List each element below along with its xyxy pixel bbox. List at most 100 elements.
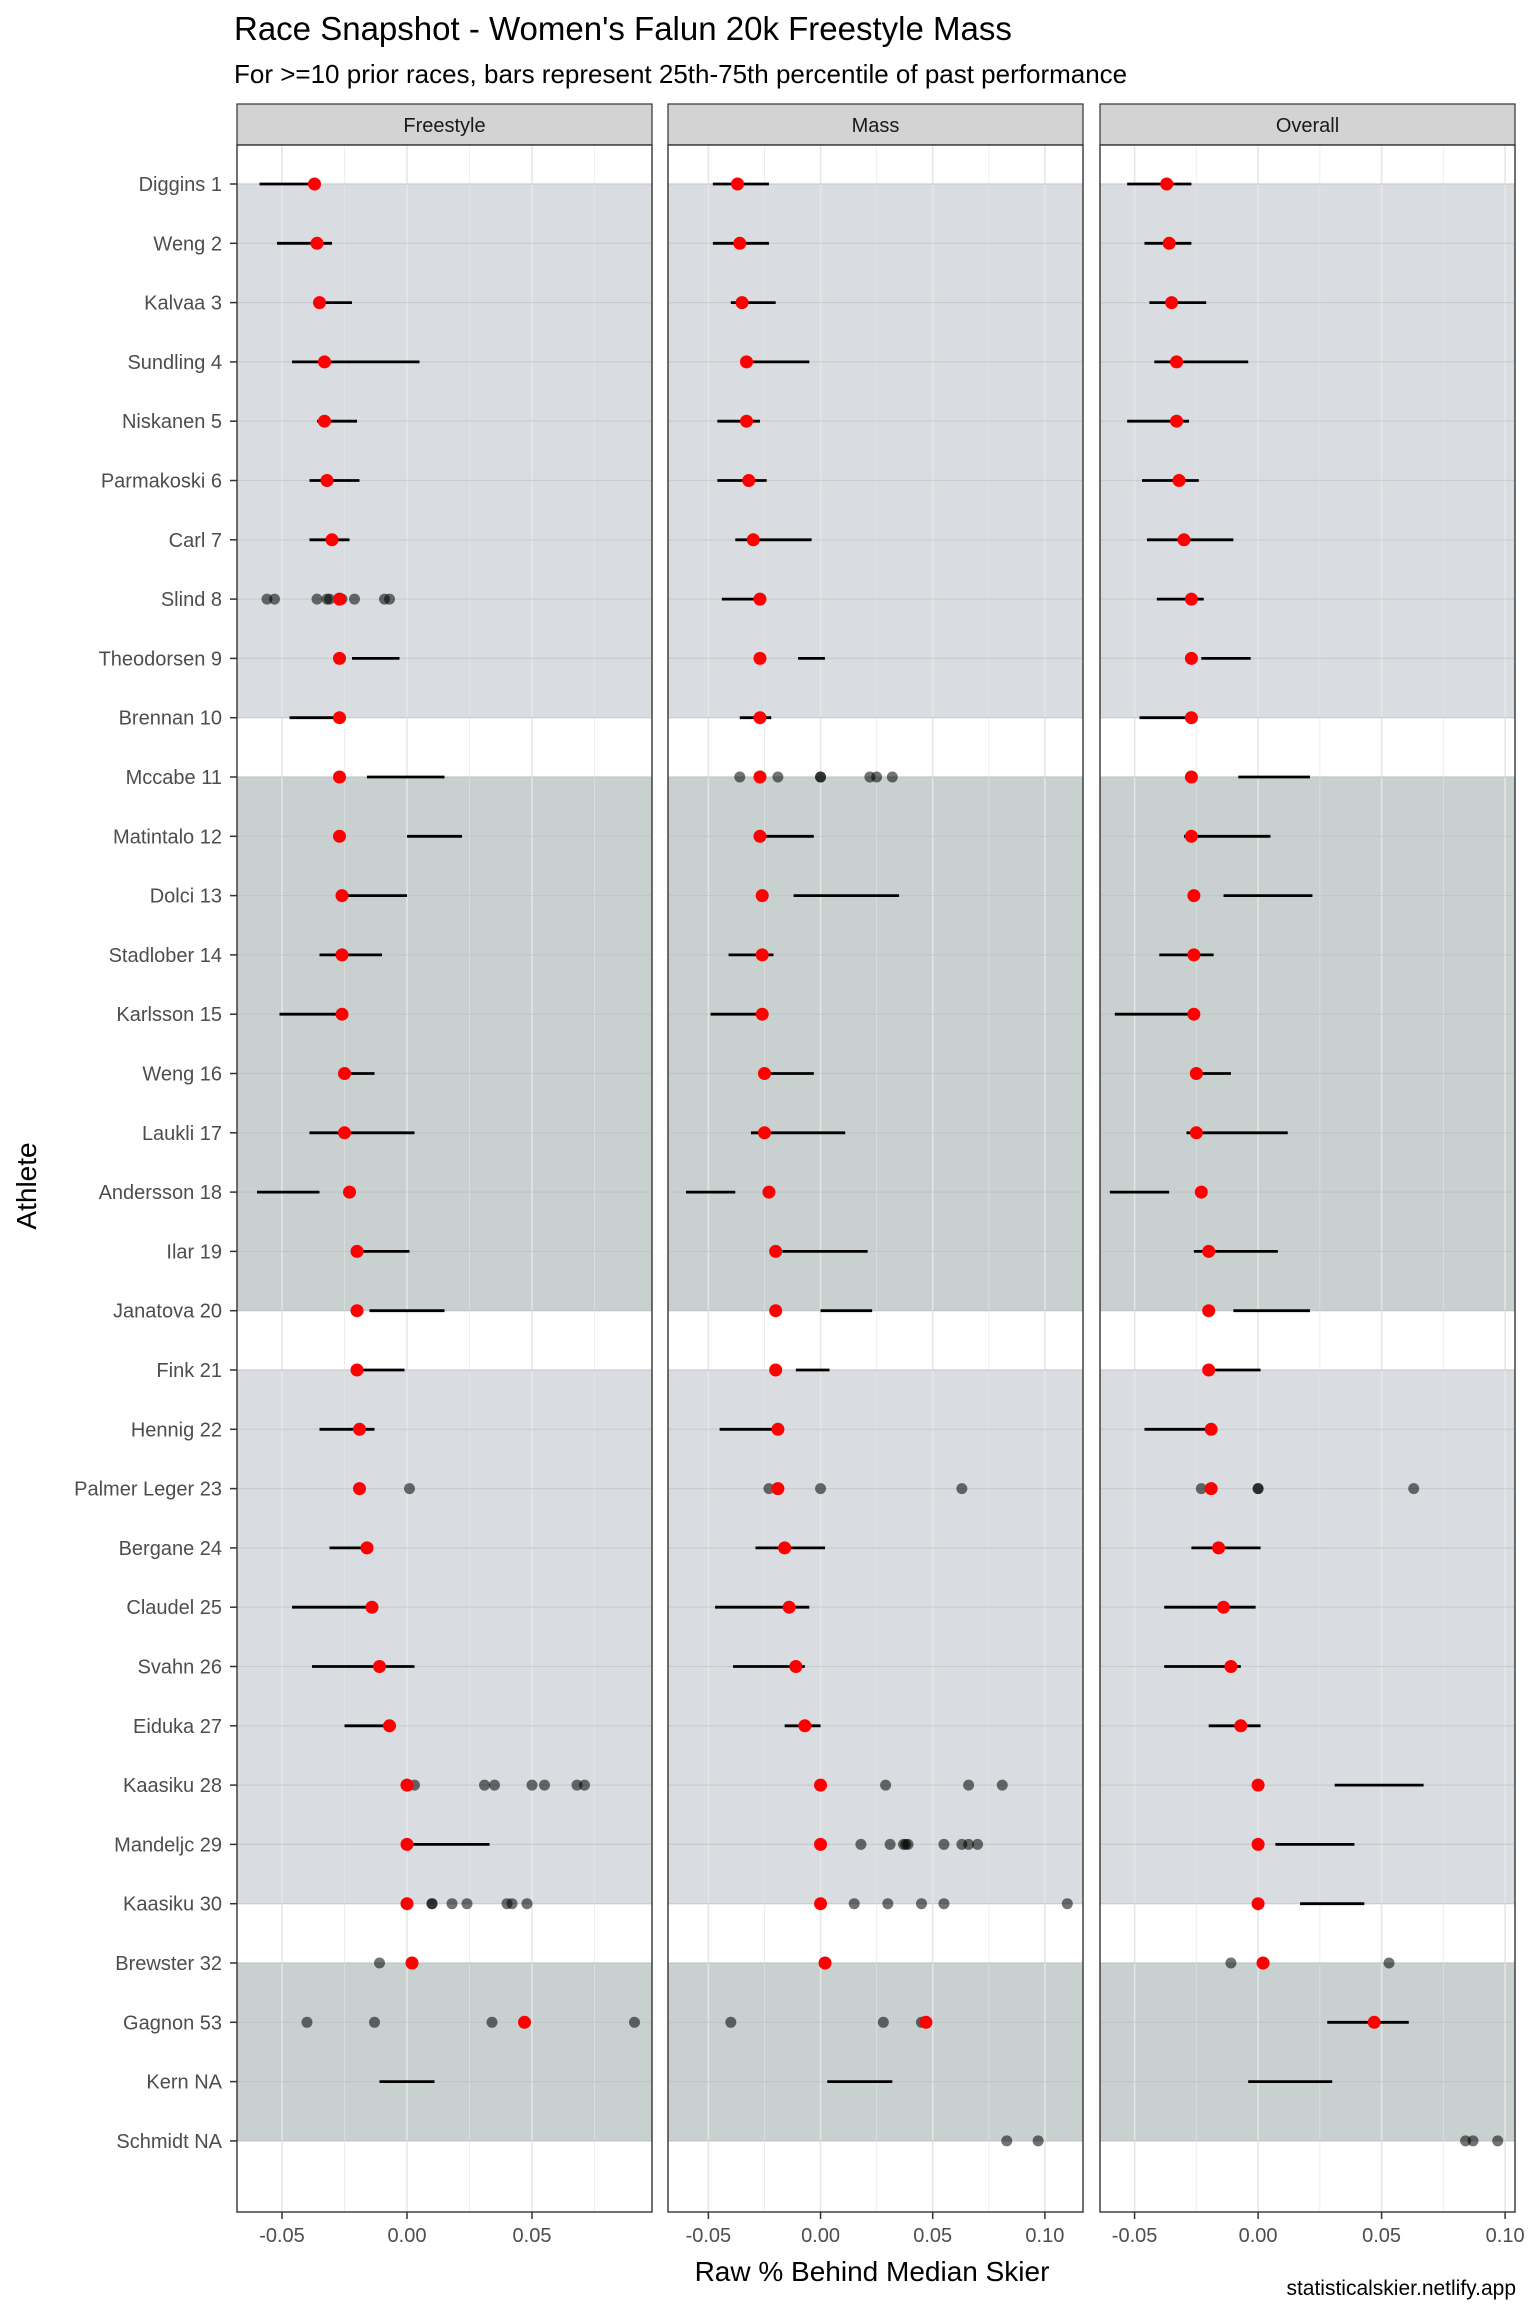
row-band [1100,183,1515,719]
past-result-point [506,1898,518,1910]
row-band [668,1962,1083,2142]
facet-strip [1099,103,1516,146]
y-tick-label: Sundling 4 [127,352,222,374]
past-result-point [882,1898,894,1910]
past-result-point [963,1779,975,1791]
past-result-point [404,1483,415,1495]
past-result-point [301,2016,313,2028]
current-result-point [769,1363,783,1377]
past-result-point [996,1779,1008,1791]
y-tick-label: Diggins 1 [139,174,222,196]
current-result-point [771,1422,785,1436]
y-tick-label: Mandeljc 29 [114,1834,222,1856]
current-result-point [757,1126,771,1140]
current-result-point [338,1067,351,1080]
x-tick-label: 0.05 [513,2225,552,2247]
row-band [237,776,652,1312]
y-axis-title: Athlete [11,1142,42,1229]
row-band [237,183,652,719]
current-result-point [740,355,754,369]
past-result-point [902,1838,914,1850]
current-result-point [333,711,346,725]
current-result-point [1187,1007,1201,1021]
past-result-point [479,1779,490,1791]
y-tick-label: Kalvaa 3 [144,293,222,315]
panel-overall: Overall -0.05 0.00 0.05 0.10 [1099,103,1525,2247]
y-tick-label: Stadlober 14 [109,945,222,967]
past-result-point [1383,1957,1395,1969]
current-result-point [350,1244,364,1258]
y-tick-label: Dolci 13 [150,886,222,908]
current-result-point [1234,1719,1248,1733]
y-tick-label: Hennig 22 [131,1419,222,1441]
row-band [1100,1962,1515,2142]
past-result-point [374,1957,385,1969]
current-result-point [1367,2015,1381,2029]
current-result-point [746,533,760,547]
x-tick-label: -0.05 [1112,2225,1158,2247]
past-result-point [1408,1483,1420,1495]
plot-layer: Diggins 1 Weng 2 Kalvaa 3 Sundling 4 Niskane… [74,103,1525,2247]
current-result-point [1202,1244,1216,1258]
current-result-point [333,592,346,606]
current-result-point [771,1482,785,1496]
facet-label: Mass [852,115,900,137]
past-result-point [815,771,827,783]
current-result-point [1189,1067,1203,1080]
x-axis-title: Raw % Behind Median Skier [695,2256,1050,2287]
current-result-point [350,1363,364,1377]
x-tick-label: 0.05 [1362,2225,1401,2247]
x-tick-label: -0.05 [686,2225,732,2247]
past-result-point [461,1898,473,1910]
x-tick-label: 0.00 [1239,2225,1278,2247]
y-tick-label: Mccabe 11 [126,767,222,789]
past-result-point [539,1779,550,1791]
current-result-point [1202,1304,1216,1318]
current-result-point [919,2015,933,2029]
current-result-point [1184,711,1198,725]
past-result-point [349,593,360,605]
panel-mass: Mass -0.05 0.00 0.05 0.10 [667,103,1084,2247]
current-result-point [1251,1778,1265,1792]
current-result-point [400,1778,414,1792]
past-result-point [1225,1957,1237,1969]
y-tick-label: Slind 8 [161,589,222,611]
y-tick-label: Svahn 26 [137,1657,222,1679]
current-result-point [778,1541,792,1555]
current-result-point [1187,948,1201,962]
panel-border [1099,144,1516,2213]
past-result-point [938,1838,950,1850]
row-band [668,183,1083,719]
current-result-point [753,711,767,725]
current-result-point [335,948,349,962]
y-tick-label: Fink 21 [156,1360,222,1382]
current-result-point [753,592,767,606]
current-result-point [735,296,749,310]
current-result-point [400,1897,414,1911]
past-result-point [1001,2135,1013,2147]
past-result-point [1061,1898,1073,1910]
y-tick-label: Weng 16 [142,1064,222,1086]
current-result-point [789,1660,803,1673]
y-tick-label: Eiduka 27 [133,1716,222,1738]
current-result-point [1251,1837,1265,1851]
row-band [237,1369,652,1905]
current-result-point [1204,1422,1218,1436]
past-result-point [1032,2135,1044,2147]
past-result-point [886,771,898,783]
facet-strip [236,103,653,146]
y-tick-label: Kaasiku 30 [123,1894,222,1916]
current-result-point [318,355,331,369]
current-result-point [318,414,331,428]
y-tick-label: Bergane 24 [119,1538,222,1560]
past-result-point [521,1898,533,1910]
y-tick-label: Parmakoski 6 [101,471,222,493]
current-result-point [753,770,767,784]
past-result-point [871,771,883,783]
facet-strip [667,103,1084,146]
past-result-point [877,2016,889,2028]
y-tick-label: Claudel 25 [126,1597,222,1619]
y-tick-label: Janatova 20 [113,1301,222,1323]
current-result-point [753,829,767,843]
